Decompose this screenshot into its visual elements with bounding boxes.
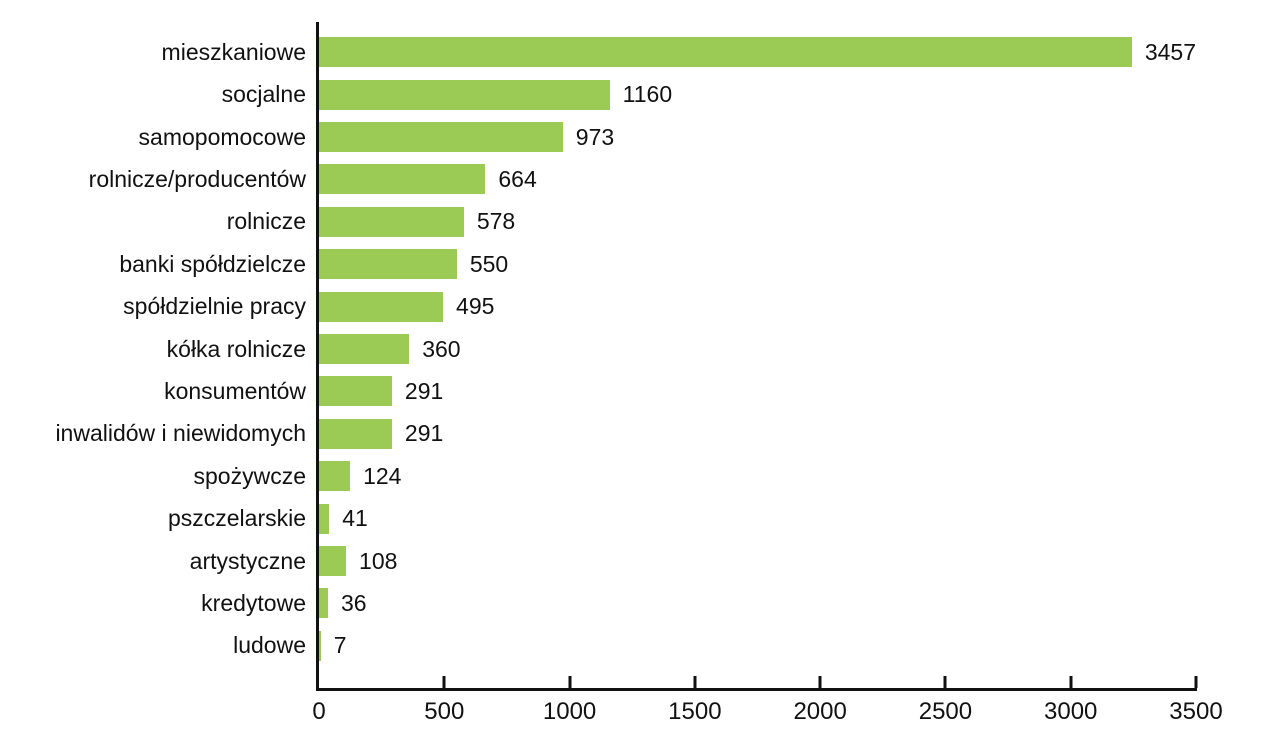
- axis-tick-label: 500: [424, 698, 465, 725]
- bar: [319, 630, 321, 661]
- category-label: banki spółdzielcze: [119, 250, 306, 277]
- bar: [319, 206, 464, 237]
- category-label: konsumentów: [164, 377, 306, 404]
- value-label: 578: [476, 208, 516, 235]
- axis-tick-label: 2000: [793, 698, 847, 725]
- value-label: 291: [404, 420, 444, 447]
- axis-tick: [568, 676, 572, 688]
- x-axis-line: [316, 688, 1197, 691]
- y-axis-line: [316, 22, 319, 691]
- bar-row: inwalidów i niewidomych 291: [55, 413, 1196, 455]
- bar-row: artystyczne 108: [190, 540, 1196, 582]
- bar: [319, 79, 610, 110]
- value-label: 664: [498, 165, 537, 192]
- bar: [319, 249, 457, 280]
- axis-tick-label: 1500: [668, 698, 722, 725]
- category-label: pszczelarskie: [167, 505, 306, 532]
- bar-row: rolnicze 578: [227, 201, 1196, 243]
- bar-row: kredytowe 36: [201, 582, 1196, 624]
- category-label: rolnicze/producentów: [88, 165, 306, 192]
- bar: [319, 37, 1132, 68]
- bar: [319, 291, 444, 322]
- bar-row: spółdzielnie pracy 495: [123, 285, 1196, 327]
- value-label: 7: [333, 632, 347, 659]
- category-label: inwalidów i niewidomych: [55, 420, 306, 447]
- value-label: 360: [422, 335, 461, 362]
- bar: [319, 418, 392, 449]
- axis-tick: [1069, 676, 1073, 688]
- axis-tick-label: 2500: [918, 698, 973, 725]
- category-label: artystyczne: [189, 547, 306, 574]
- value-label: 108: [359, 547, 398, 574]
- bar: [319, 461, 351, 492]
- value-label: 495: [456, 293, 495, 320]
- value-label: 550: [469, 250, 509, 277]
- axis-tick-label: 1000: [542, 698, 597, 725]
- category-label: samopomocowe: [138, 123, 306, 150]
- value-label: 3457: [1144, 38, 1196, 65]
- bar: [319, 503, 330, 534]
- category-label: spółdzielnie pracy: [123, 293, 306, 320]
- axis-tick: [1194, 676, 1198, 688]
- bar-row: samopomocowe 973: [139, 116, 1196, 158]
- axis-tick: [818, 676, 822, 688]
- bar: [319, 122, 563, 153]
- category-label: rolnicze: [226, 208, 306, 235]
- value-label: 1160: [622, 81, 673, 108]
- bar-row: mieszkaniowe 3457: [162, 31, 1196, 73]
- axis-tick: [693, 676, 697, 688]
- axis-tick-label: 3000: [1044, 698, 1098, 725]
- bar-row: ludowe 7: [233, 625, 1196, 667]
- bar: [319, 376, 392, 407]
- value-label: 973: [575, 123, 615, 150]
- value-label: 41: [342, 505, 368, 532]
- value-label: 36: [341, 589, 367, 616]
- bar-row: socjalne 1160: [222, 73, 1196, 115]
- bar-row: rolnicze/producentów 664: [89, 158, 1196, 200]
- value-label: 124: [363, 462, 402, 489]
- category-label: socjalne: [221, 81, 306, 108]
- axis-tick-label: 3500: [1169, 698, 1223, 725]
- category-label: ludowe: [233, 632, 306, 659]
- category-label: mieszkaniowe: [161, 38, 306, 65]
- bar-row: kółka rolnicze 360: [167, 328, 1196, 370]
- axis-tick-label: 0: [312, 698, 326, 725]
- bar-row: banki spółdzielcze 550: [119, 243, 1196, 285]
- bar-row: pszczelarskie 41: [168, 497, 1196, 539]
- category-label: kredytowe: [201, 589, 306, 616]
- bar: [319, 334, 410, 365]
- bar-row: konsumentów 291: [164, 370, 1196, 412]
- bar-row: spożywcze 124: [194, 455, 1196, 497]
- bar: [319, 588, 329, 619]
- bar: [319, 546, 347, 577]
- axis-tick: [442, 676, 446, 688]
- axis-tick: [943, 676, 947, 688]
- bar: [319, 164, 486, 195]
- category-label: spożywcze: [193, 462, 306, 489]
- value-label: 291: [404, 377, 444, 404]
- plot-rows: mieszkaniowe 3457 socjalne 1160 samopomocowe…: [55, 31, 1196, 667]
- category-label: kółka rolnicze: [166, 335, 306, 362]
